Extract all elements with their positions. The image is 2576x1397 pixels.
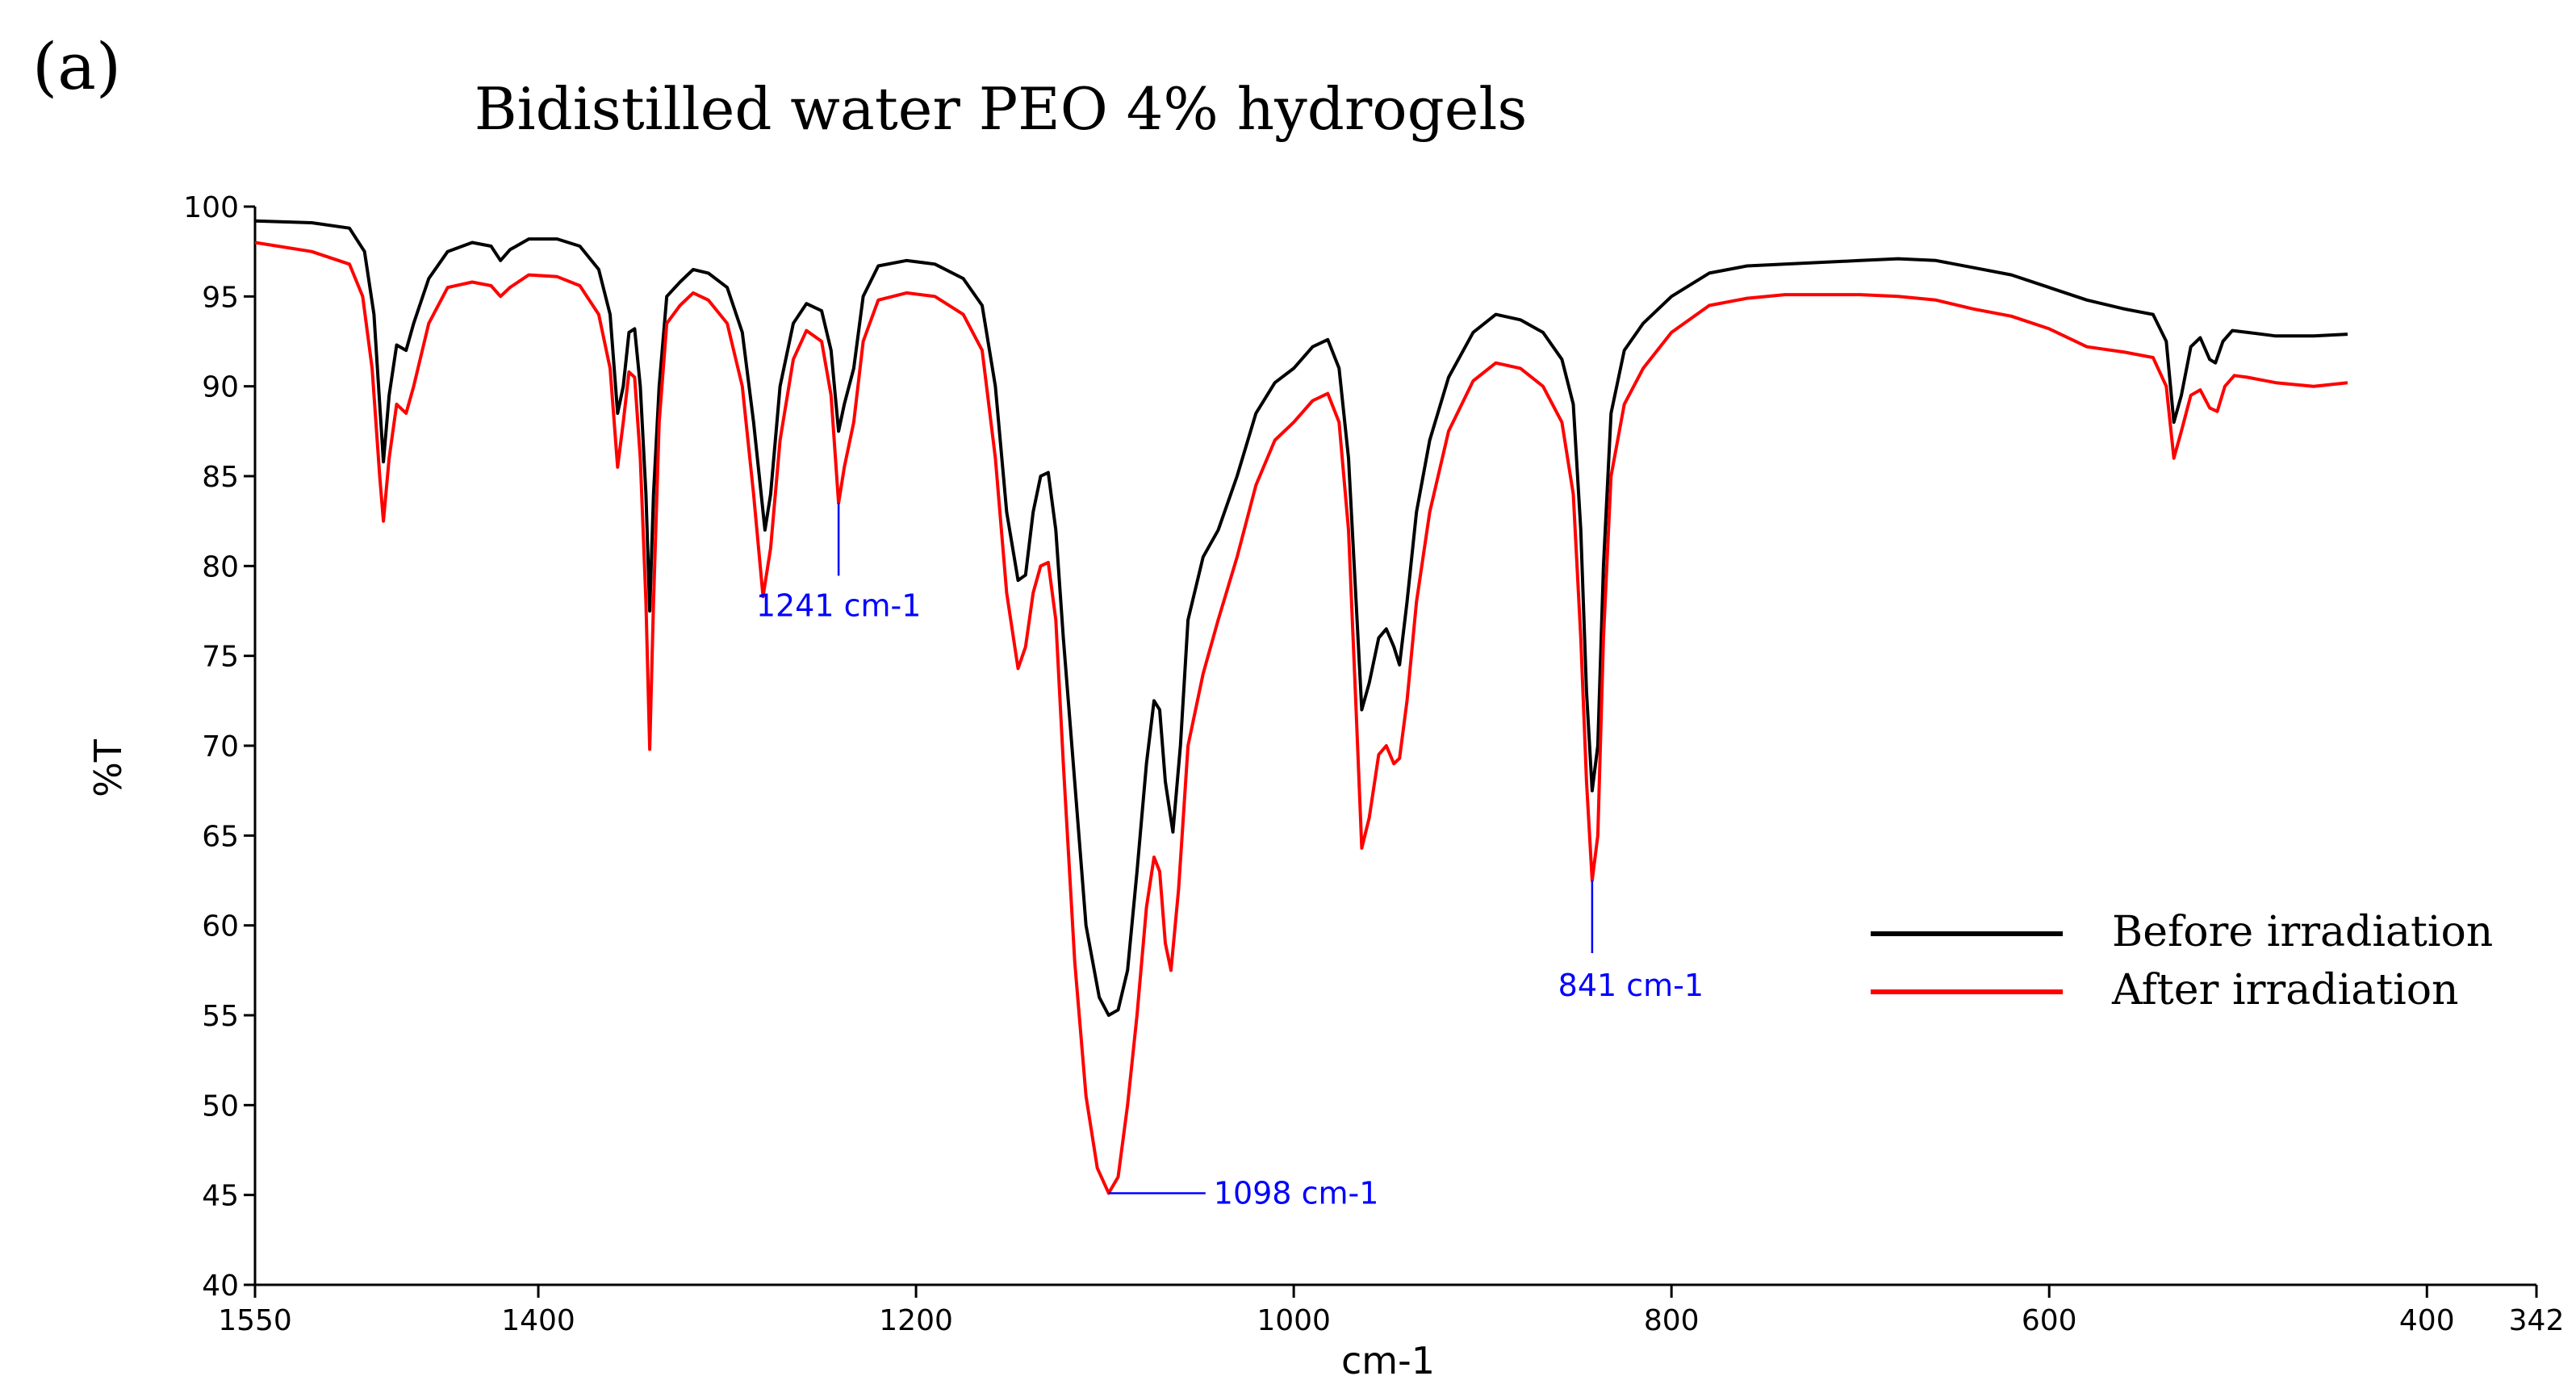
legend-label-before: Before irradiation	[2112, 908, 2493, 956]
x-tick-label: 400	[2399, 1304, 2455, 1337]
series-line-after-irradiation	[254, 241, 2348, 1195]
y-axis-label: %T	[86, 738, 130, 797]
y-tick-label: 100	[183, 191, 239, 224]
series-layer	[254, 219, 2348, 1195]
panel-label: (a)	[32, 29, 121, 104]
x-tick-label: 1550	[218, 1304, 292, 1337]
series-line-before-irradiation	[254, 219, 2348, 1017]
x-tick-label: 800	[1644, 1304, 1700, 1337]
y-tick-label: 95	[202, 281, 239, 314]
y-tick-label: 70	[202, 730, 239, 763]
annotation-label: 841 cm-1	[1558, 968, 1704, 1003]
chart-title: Bidistilled water PEO 4% hydrogels	[475, 75, 1528, 143]
x-axis-label: cm-1	[1341, 1339, 1435, 1382]
x-tick-label: 1200	[879, 1304, 953, 1337]
y-tick-label: 75	[202, 641, 239, 674]
y-tick-label: 55	[202, 1000, 239, 1033]
y-tick-label: 50	[202, 1090, 239, 1123]
y-tick-label: 40	[202, 1269, 239, 1303]
y-tick-label: 60	[202, 910, 239, 943]
annotation-label: 1098 cm-1	[1214, 1175, 1379, 1211]
y-tick-label: 45	[202, 1180, 239, 1213]
legend: Before irradiation After irradiation	[1871, 908, 2493, 1014]
legend-label-after: After irradiation	[2111, 966, 2459, 1014]
x-tick-label: 1400	[501, 1304, 575, 1337]
y-tick-label: 65	[202, 820, 239, 853]
x-tick-label: 600	[2022, 1304, 2077, 1337]
axes: 40 45 50 55 60 65 70 75 80 85 90 95 100 1550 1400 1200 1…	[183, 191, 2564, 1337]
x-tick-label: 1000	[1257, 1304, 1331, 1337]
y-tick-label: 80	[202, 550, 239, 583]
y-tick-label: 90	[202, 371, 239, 404]
y-tick-label: 85	[202, 461, 239, 494]
annotation-layer: 1241 cm-1 1098 cm-1 841 cm-1	[756, 503, 1704, 1211]
annotation-label: 1241 cm-1	[756, 588, 922, 623]
x-tick-label: 342	[2509, 1304, 2565, 1337]
